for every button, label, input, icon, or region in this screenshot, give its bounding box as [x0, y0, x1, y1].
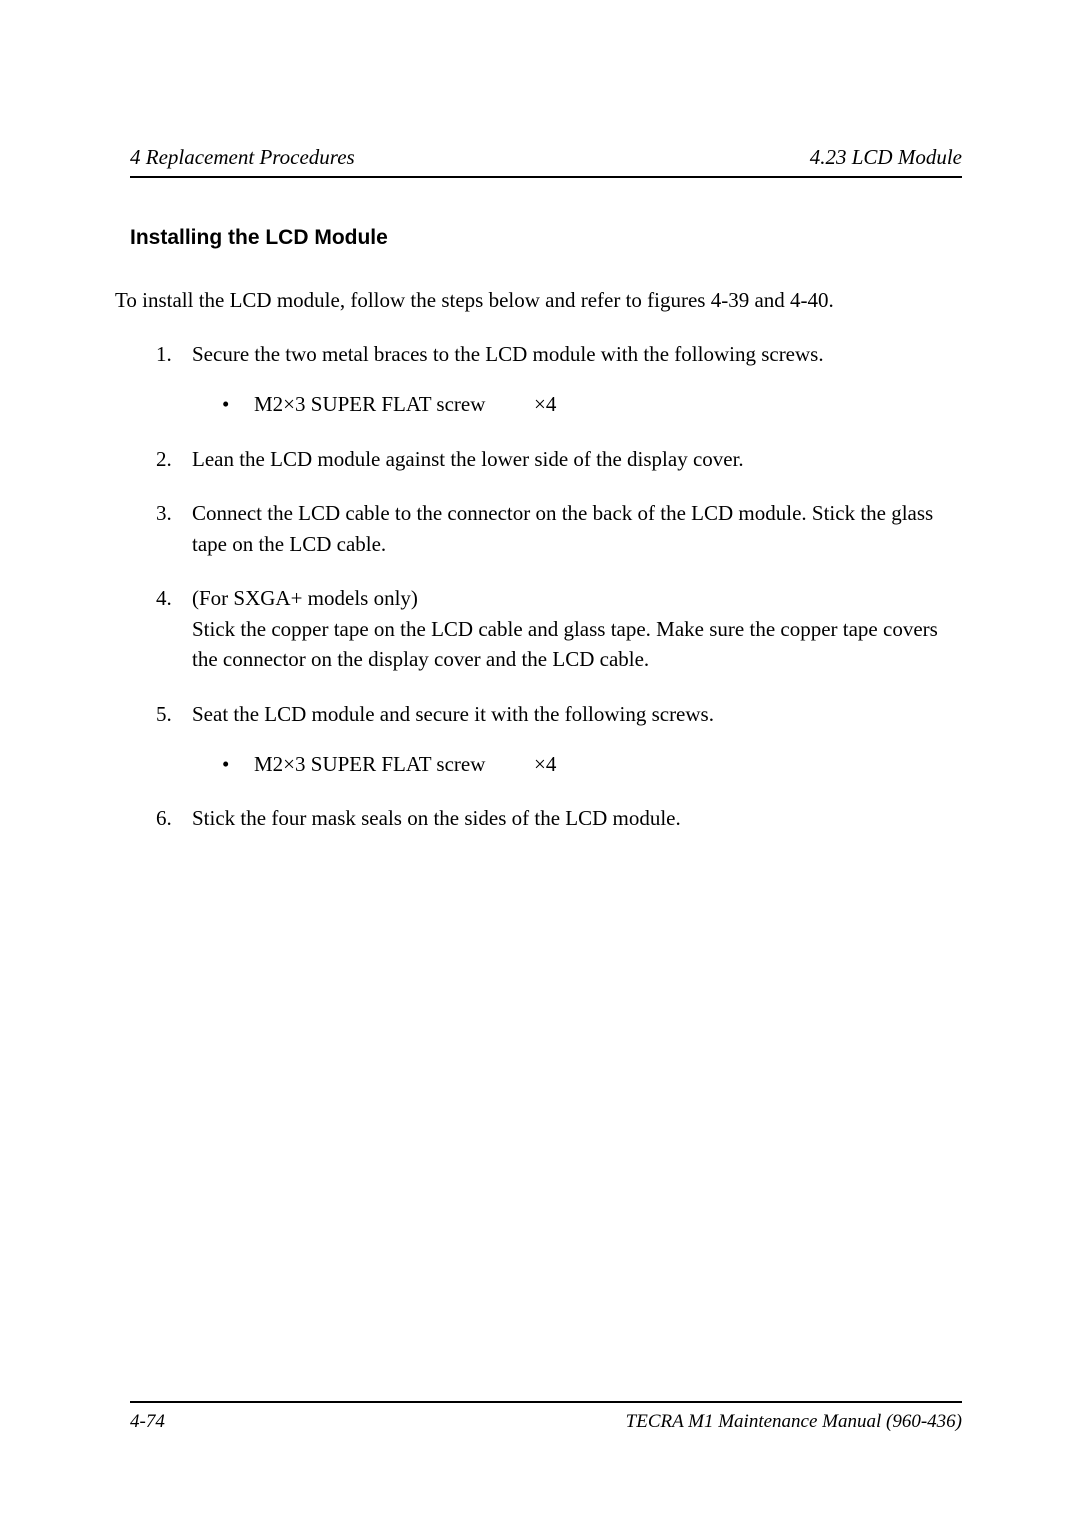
step-text: Secure the two metal braces to the LCD m… — [192, 342, 824, 366]
screw-spec-item: M2×3 SUPER FLAT screw×4 — [222, 749, 962, 779]
step-3: Connect the LCD cable to the connector o… — [156, 498, 962, 559]
step-text: Lean the LCD module against the lower si… — [192, 447, 744, 471]
step-text: Seat the LCD module and secure it with t… — [192, 702, 714, 726]
screw-spec: M2×3 SUPER FLAT screw — [254, 749, 534, 779]
running-header: 4 Replacement Procedures 4.23 LCD Module — [130, 145, 962, 178]
step-5: Seat the LCD module and secure it with t… — [156, 699, 962, 780]
screw-qty: ×4 — [534, 752, 556, 776]
step-1-bullets: M2×3 SUPER FLAT screw×4 — [222, 389, 962, 419]
step-5-bullets: M2×3 SUPER FLAT screw×4 — [222, 749, 962, 779]
page-body: 4 Replacement Procedures 4.23 LCD Module… — [0, 0, 1080, 834]
intro-paragraph: To install the LCD module, follow the st… — [115, 288, 962, 313]
header-left: 4 Replacement Procedures — [130, 145, 355, 170]
footer-manual-title: TECRA M1 Maintenance Manual (960-436) — [626, 1411, 962, 1433]
step-1: Secure the two metal braces to the LCD m… — [156, 339, 962, 420]
step-text: Connect the LCD cable to the connector o… — [192, 501, 933, 555]
running-footer: 4-74 TECRA M1 Maintenance Manual (960-43… — [130, 1401, 962, 1433]
step-6: Stick the four mask seals on the sides o… — [156, 803, 962, 833]
steps-list: Secure the two metal braces to the LCD m… — [156, 339, 962, 834]
step-4: (For SXGA+ models only) Stick the copper… — [156, 583, 962, 674]
screw-qty: ×4 — [534, 392, 556, 416]
step-2: Lean the LCD module against the lower si… — [156, 444, 962, 474]
header-right: 4.23 LCD Module — [810, 145, 962, 170]
screw-spec-item: M2×3 SUPER FLAT screw×4 — [222, 389, 962, 419]
footer-page-number: 4-74 — [130, 1411, 165, 1433]
step-text: (For SXGA+ models only) Stick the copper… — [192, 586, 938, 671]
screw-spec: M2×3 SUPER FLAT screw — [254, 389, 534, 419]
step-text: Stick the four mask seals on the sides o… — [192, 806, 681, 830]
section-heading: Installing the LCD Module — [130, 226, 962, 250]
